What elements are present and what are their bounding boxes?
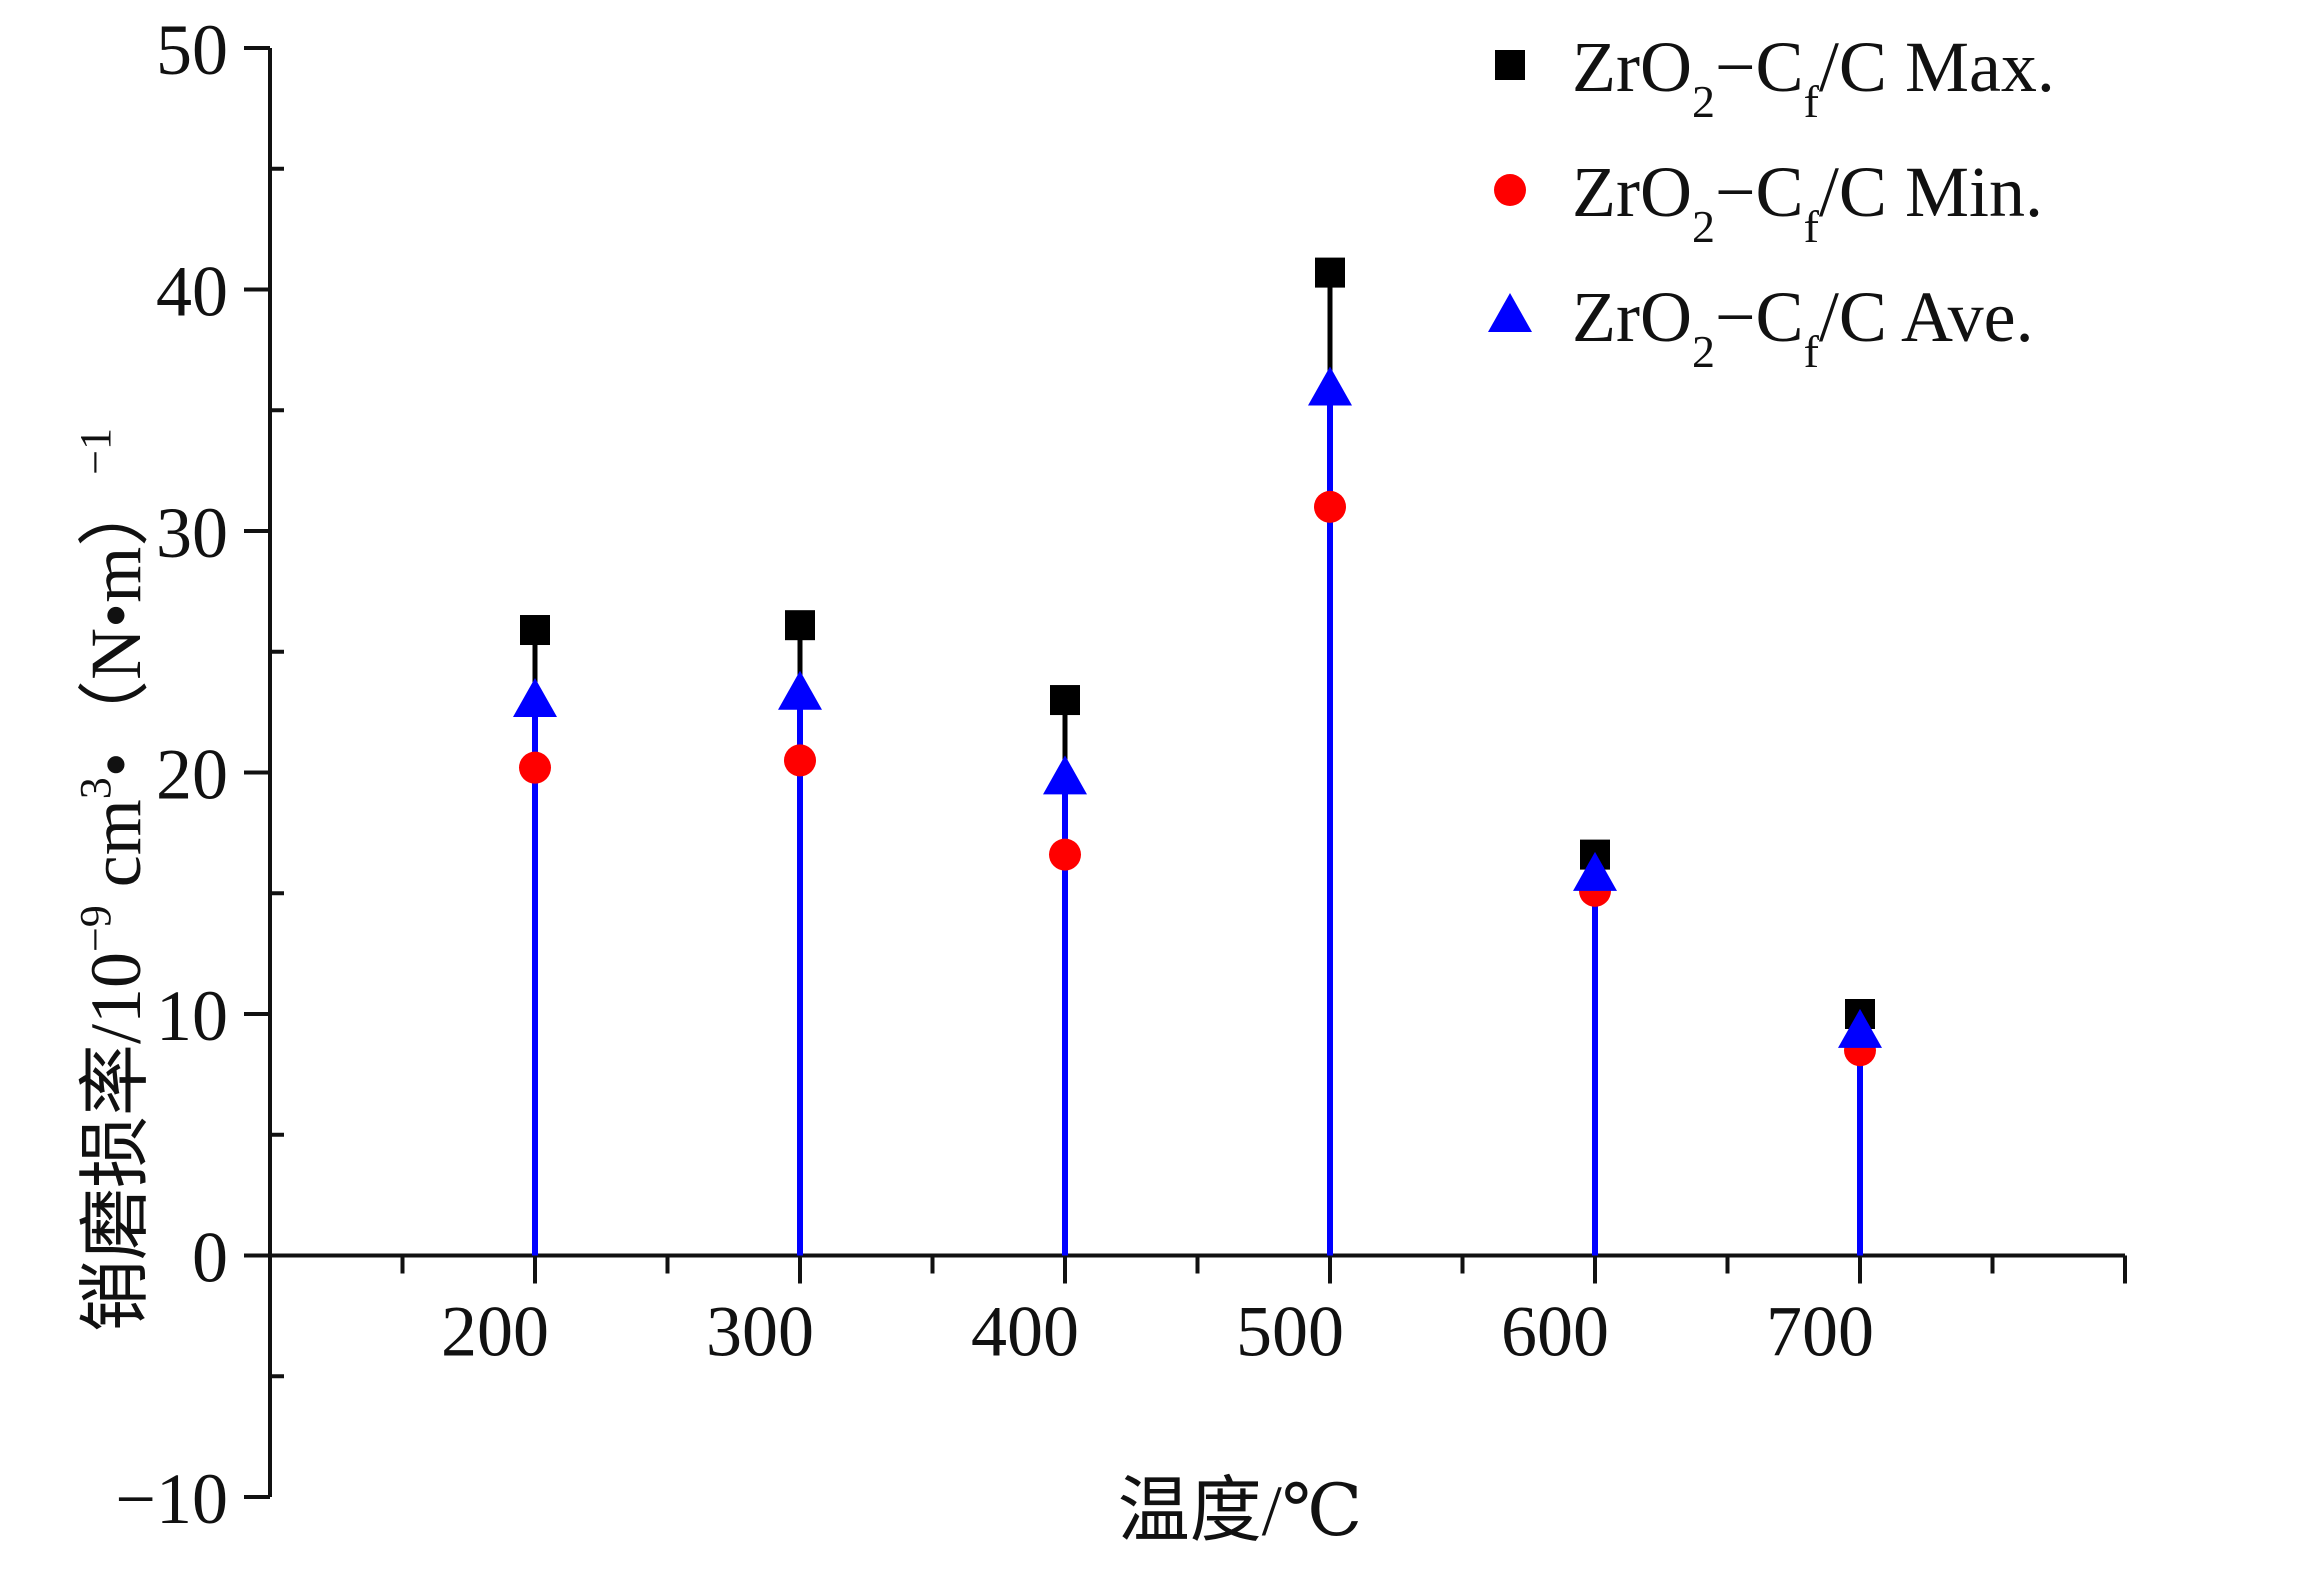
max-point bbox=[785, 610, 815, 641]
y-axis-title-exp3: −1 bbox=[71, 428, 120, 475]
min-point bbox=[519, 751, 551, 784]
x-axis-title: 温度/℃ bbox=[1118, 1471, 1363, 1551]
legend-marker-max bbox=[1495, 50, 1525, 80]
y-tick-label: 0 bbox=[192, 1218, 228, 1298]
ave-point bbox=[1308, 366, 1352, 406]
legend-marker-ave bbox=[1488, 293, 1532, 332]
legend: ZrO2−Cf/C Max.ZrO2−Cf/C Min.ZrO2−Cf/C Av… bbox=[1488, 27, 2055, 377]
y-tick-label: 40 bbox=[156, 252, 228, 332]
x-tick-label: 600 bbox=[1501, 1292, 1609, 1372]
y-tick-label: 50 bbox=[156, 10, 228, 90]
y-axis-title-exp2: 3 bbox=[71, 777, 120, 799]
legend-marker-min bbox=[1494, 174, 1526, 206]
max-point bbox=[1315, 257, 1345, 288]
y-tick-label: 20 bbox=[156, 735, 228, 815]
legend-label-part: 2 bbox=[1692, 201, 1715, 252]
legend-label-ave: ZrO2−Cf/C Ave. bbox=[1572, 277, 2034, 377]
legend-label-part: ZrO bbox=[1572, 152, 1692, 232]
chart-marks bbox=[513, 257, 1882, 1256]
x-tick-label: 500 bbox=[1236, 1292, 1344, 1372]
y-axis-title-exp1: −9 bbox=[71, 905, 120, 952]
y-tick-label: −10 bbox=[115, 1459, 228, 1539]
ave-point bbox=[513, 678, 557, 718]
min-point bbox=[1314, 490, 1346, 523]
y-tick-label: 10 bbox=[156, 976, 228, 1056]
x-tick-label: 700 bbox=[1766, 1292, 1874, 1372]
legend-label-part: 2 bbox=[1692, 326, 1715, 377]
y-axis-title: 销磨损率/10−9 cm3•（N•m）−1 bbox=[71, 428, 156, 1332]
legend-label-part: ZrO bbox=[1572, 277, 1692, 357]
ave-point bbox=[1043, 755, 1087, 795]
legend-label-part: /C Max. bbox=[1819, 27, 2055, 107]
legend-label-part: −C bbox=[1715, 277, 1804, 357]
ave-point bbox=[1573, 851, 1617, 891]
y-axis-title-mid: cm bbox=[76, 799, 156, 905]
y-tick-label: 30 bbox=[156, 493, 228, 573]
legend-label-part: 2 bbox=[1692, 76, 1715, 127]
y-axis-title-main: 销磨损率/10 bbox=[76, 952, 156, 1332]
legend-label-part: /C Ave. bbox=[1819, 277, 2034, 357]
legend-label-part: −C bbox=[1715, 27, 1804, 107]
legend-label-part: ZrO bbox=[1572, 27, 1692, 107]
min-point bbox=[1049, 838, 1081, 871]
legend-label-part: f bbox=[1804, 76, 1820, 127]
axes: −10 0 10 20 30 40 50 200 300 400 500 600 700 bbox=[115, 10, 2127, 1539]
legend-label-part: /C Min. bbox=[1819, 152, 2043, 232]
max-point bbox=[520, 615, 550, 646]
legend-label-part: −C bbox=[1715, 152, 1804, 232]
max-point bbox=[1050, 685, 1080, 716]
ave-point bbox=[1838, 1008, 1882, 1048]
legend-label-min: ZrO2−Cf/C Min. bbox=[1572, 152, 2043, 252]
ave-point bbox=[778, 670, 822, 710]
y-axis-title-tail: •（N•m） bbox=[76, 475, 156, 777]
min-point bbox=[784, 744, 816, 777]
x-tick-label: 200 bbox=[441, 1292, 549, 1372]
x-tick-label: 400 bbox=[971, 1292, 1079, 1372]
x-tick-label: 300 bbox=[706, 1292, 814, 1372]
legend-label-part: f bbox=[1804, 326, 1820, 377]
legend-label-max: ZrO2−Cf/C Max. bbox=[1572, 27, 2055, 127]
legend-label-part: f bbox=[1804, 201, 1820, 252]
